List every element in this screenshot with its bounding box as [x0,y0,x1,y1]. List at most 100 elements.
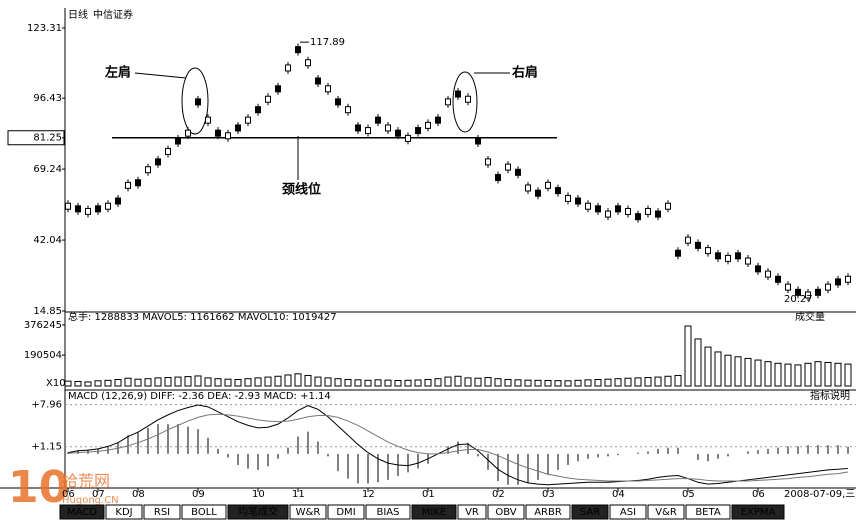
tab[interactable] [143,504,181,520]
tab-label[interactable]: OBV [495,507,516,518]
volume-bar [804,362,812,387]
candle [815,288,821,296]
volume-bar [114,379,122,387]
candle [155,158,161,166]
volume-bar [724,354,732,387]
volume-bar [824,361,832,387]
candle [485,158,491,166]
tab-label[interactable]: SAR [580,507,600,518]
tab[interactable] [525,504,571,520]
candle [745,257,751,265]
candle [795,288,801,296]
volume-bar [664,375,672,387]
volume-bar [744,357,752,387]
candle [775,275,781,283]
tab[interactable] [59,504,105,520]
candle [685,236,691,244]
volume-bar [564,380,572,387]
volume-bar [294,373,302,387]
volume-bar [284,374,292,387]
tab-label[interactable]: VR [465,507,479,518]
tab[interactable] [105,504,143,520]
tab[interactable] [571,504,609,520]
volume-bar [264,376,272,387]
volume-bar [474,377,482,387]
x-tick-label: 02 [492,489,505,500]
tab[interactable] [227,504,289,520]
tab[interactable] [609,504,647,520]
tab-label[interactable]: DMI [336,507,355,518]
tab[interactable] [731,504,785,520]
candle [395,129,401,137]
tab-label[interactable]: BOLL [191,507,217,518]
tab[interactable] [647,504,685,520]
tab-label[interactable]: KDJ [115,507,132,518]
candle [715,252,721,260]
candle [135,179,141,187]
tab[interactable] [457,504,487,520]
tab-label[interactable]: BETA [695,507,721,518]
tab-label[interactable]: V&R [655,507,677,518]
volume-bar [354,379,362,387]
volume-bar [774,362,782,387]
volume-bar [324,377,332,387]
volume-name: 成交量 [795,310,825,323]
tab-label[interactable]: RSI [154,507,170,518]
date-label: 2008-07-09,三 [784,489,855,500]
candle [105,202,111,210]
macd-help[interactable]: 指标说明 [810,389,850,402]
x-tick-label: 09 [192,489,205,500]
tab-label[interactable]: ARBR [534,507,562,518]
tab-label[interactable]: EXPMA [741,507,776,518]
candle [185,129,191,137]
candle [355,124,361,132]
tab[interactable] [327,504,365,520]
y-tick-label: 42.04 [33,235,62,246]
volume-bar [184,376,192,387]
high-label: 117.89 [310,37,345,48]
candle [835,278,841,286]
candle [175,137,181,145]
tab-label[interactable]: MIKE [422,507,446,518]
tab[interactable] [365,504,411,520]
candle [195,98,201,106]
watermark-logo: 10 [8,462,69,513]
tab-label[interactable]: ASI [620,507,636,518]
tab[interactable] [181,504,227,520]
tab[interactable] [487,504,525,520]
y-tick-label: 81.25 [33,133,62,144]
volume-bar [514,379,522,387]
left-shoulder-label: 左肩 [105,65,131,81]
macd-line [67,413,849,482]
candle [755,265,761,273]
candle [305,59,311,67]
volume-bar [604,378,612,387]
tab[interactable] [411,504,457,520]
volume-bar [624,377,632,387]
tab-label[interactable]: MACD [67,507,97,518]
volume-bar [124,377,132,387]
tab-label[interactable]: W&R [296,507,321,518]
candle [735,252,741,260]
volume-bar [694,338,702,387]
volume-bar [74,380,82,387]
tab-label[interactable]: BIAS [377,507,400,518]
volume-bar [234,379,242,387]
volume-bar [844,363,852,387]
right-shoulder-label: 右肩 [511,65,538,81]
candle [695,241,701,249]
tab[interactable] [685,504,731,520]
tab[interactable] [289,504,327,520]
volume-bar [64,380,72,387]
volume-bar [534,379,542,387]
tab-label[interactable]: 均笔成交 [238,505,278,518]
candle [145,166,151,174]
candle [205,116,211,124]
candle [415,127,421,135]
macd-header: MACD (12,26,9) DIFF: -2.36 DEA: -2.93 MA… [68,391,331,402]
candle [595,205,601,213]
y-tick-label: +7.96 [31,400,62,411]
volume-bar [484,377,492,387]
chart-title: 日线 [68,8,88,21]
